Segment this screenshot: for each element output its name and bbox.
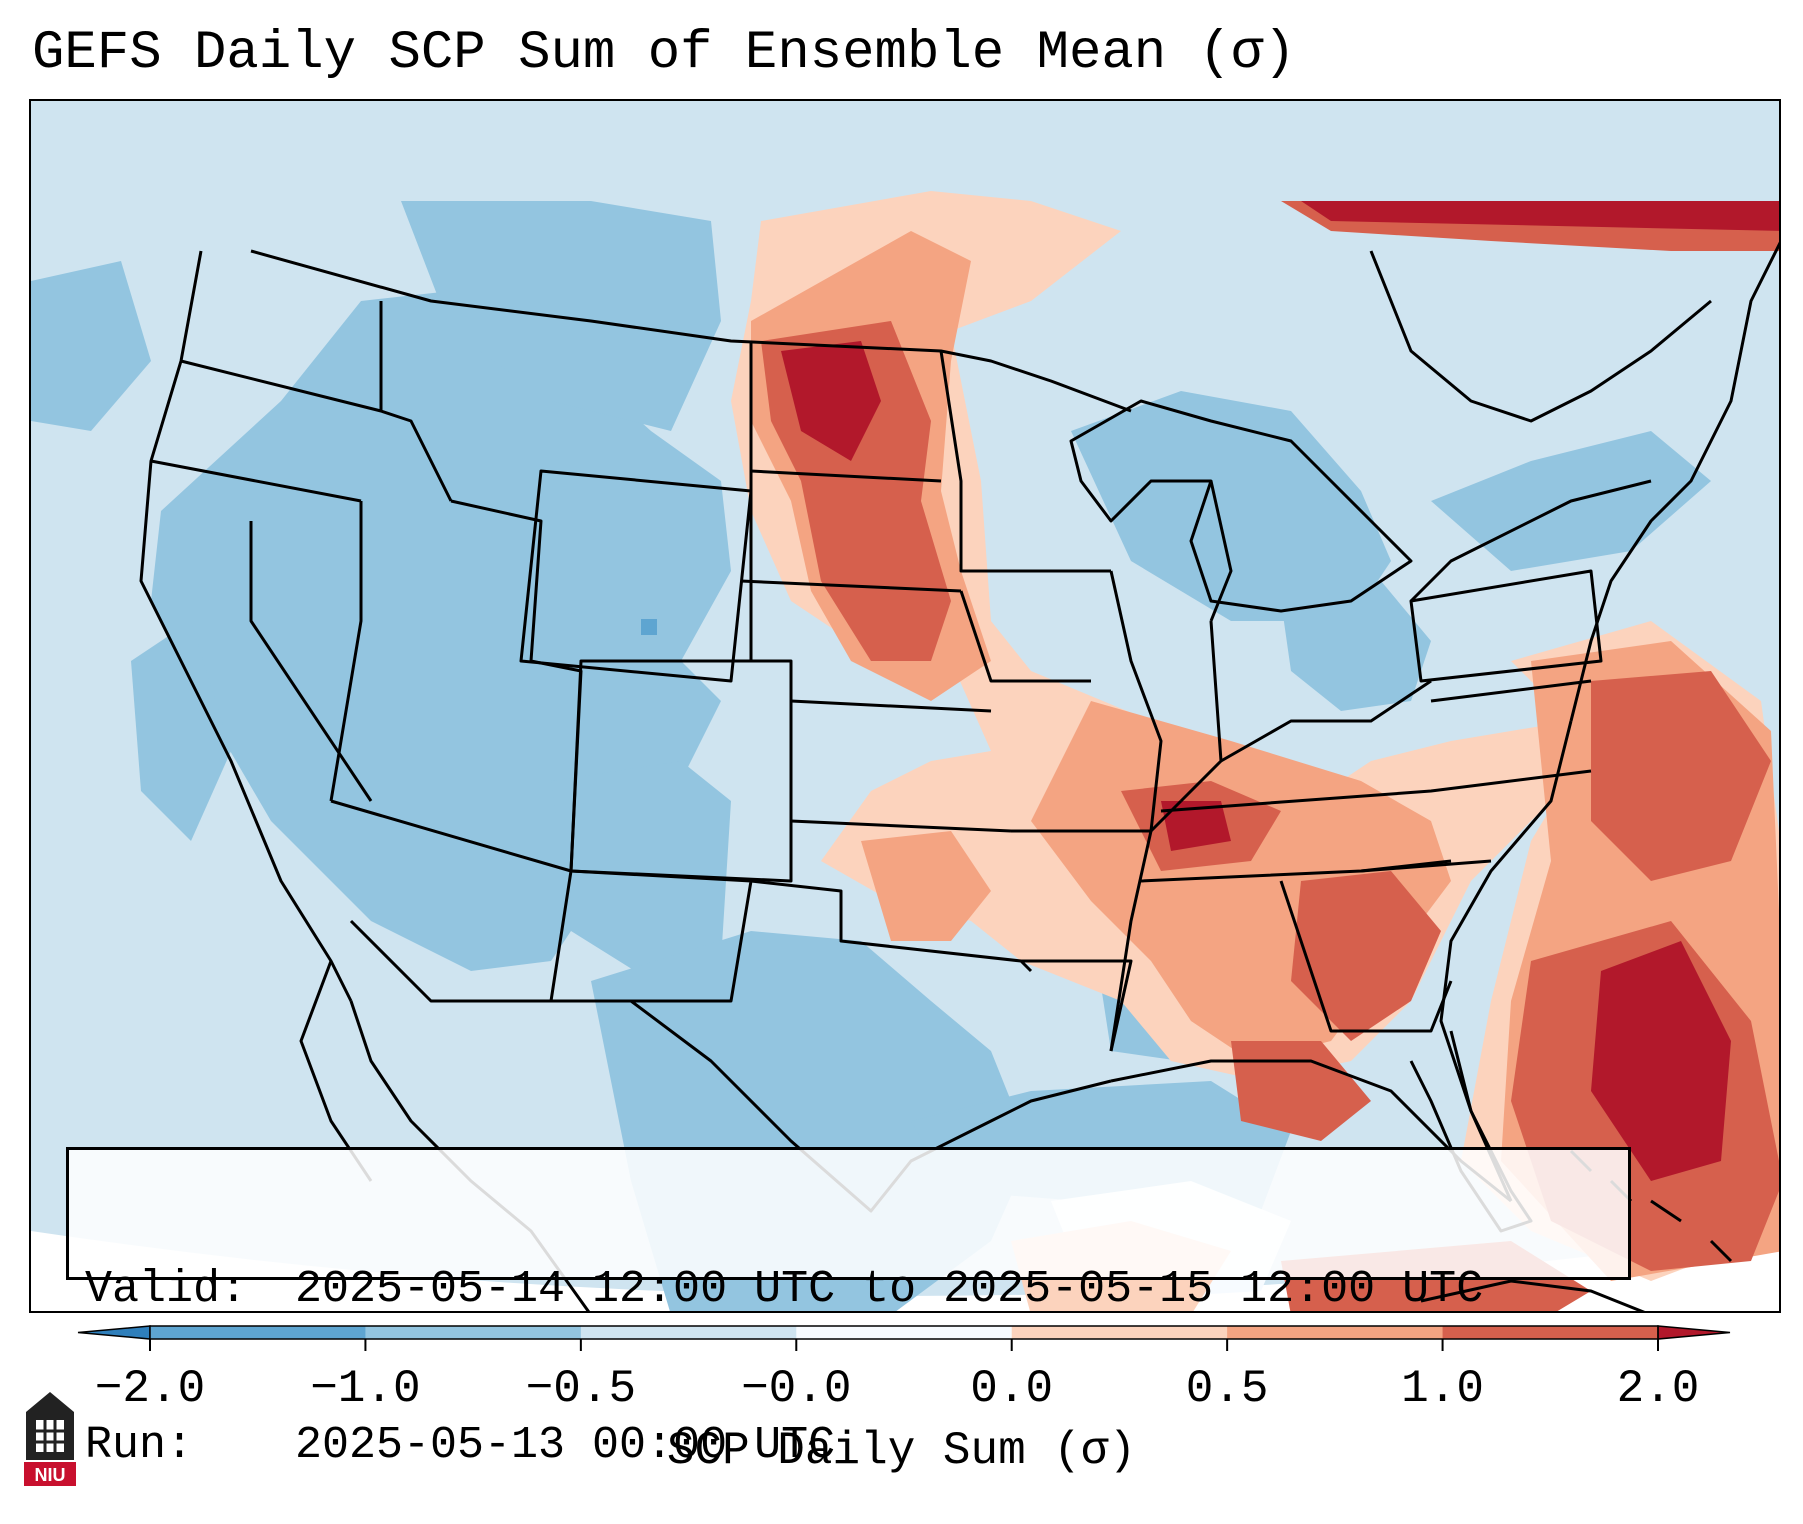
northeast-coast (1569, 241, 1779, 722)
idaho-montana (379, 301, 453, 502)
tennessee-north (1160, 769, 1592, 813)
colorbar-segment (1011, 1326, 1228, 1339)
run-label: Run: (85, 1420, 194, 1471)
new-mexico-box (551, 869, 753, 1003)
pennsylvania-box (1409, 569, 1603, 683)
utah-west (450, 499, 583, 872)
colorbar-extend-low (77, 1325, 151, 1340)
colorbar-tick-label: −0.0 (741, 1363, 851, 1415)
tennessee-max (1161, 801, 1231, 851)
mississippi-river (1109, 570, 1163, 1052)
oregon-south (150, 459, 362, 503)
colorbar-tick-label: 2.0 (1617, 1363, 1700, 1415)
oklahoma-medium (861, 831, 991, 941)
colorbar-tick-label: −1.0 (310, 1363, 420, 1415)
washington-oregon (180, 359, 382, 413)
ocean-west-blue (31, 261, 151, 431)
colorbar-extend-high (1657, 1325, 1731, 1340)
north-dakota-max (781, 341, 881, 461)
map-panel (29, 99, 1781, 1313)
alabama-georgia (1279, 880, 1453, 1033)
nevada-east (329, 501, 363, 802)
arkansas-louisiana (1021, 959, 1133, 1052)
valid-label: Valid: (85, 1264, 248, 1315)
southwest-blue (551, 761, 731, 981)
great-lakes-blue (1071, 391, 1391, 621)
island-4 (1709, 1239, 1733, 1263)
new-york-north (1409, 479, 1652, 603)
logo-text: NIU (35, 1465, 66, 1485)
colorado-speck (641, 619, 657, 635)
south-dakota-nebraska (740, 579, 962, 593)
oklahoma-texas (750, 879, 1033, 973)
ohio-river (1220, 679, 1432, 763)
colorbar-segment (150, 1326, 366, 1339)
colorbar-outline (149, 1325, 1659, 1340)
carolinas-line (1360, 859, 1492, 873)
colorbar-segment (365, 1326, 582, 1339)
valid-run-info-box: Valid: 2025-05-14 12:00 UTC to 2025-05-15… (66, 1147, 1631, 1471)
great-lakes-outline (1069, 399, 1413, 613)
logo-window-grid (36, 1420, 64, 1452)
gulf-coast-red (1231, 1041, 1371, 1141)
atlantic-max (1591, 941, 1731, 1181)
run-line: Run: 2025-05-13 00:00 UTC (85, 1420, 1614, 1472)
colorbar-segment (1227, 1326, 1444, 1339)
niu-building-logo: NIU (24, 1392, 76, 1486)
colorbar-tick-label: 1.0 (1401, 1363, 1484, 1415)
georgia-red (1291, 871, 1441, 1041)
lake-michigan (1209, 480, 1233, 622)
colorbar: −2.0 −1.0 −0.5 −0.0 0.0 0.5 1.0 2.0 (77, 1325, 1731, 1415)
ohio-blue (1281, 581, 1431, 711)
island-3 (1650, 1199, 1682, 1223)
cuba (1420, 1279, 1646, 1311)
colorbar-tick-label: −2.0 (95, 1363, 205, 1415)
colorbar-tick-label: −0.5 (526, 1363, 636, 1415)
iowa-missouri (959, 590, 1091, 683)
colorbar-segment (796, 1326, 1013, 1339)
north-south-dakota (750, 469, 942, 483)
quebec-line (1369, 250, 1712, 423)
scp-map (31, 101, 1779, 1311)
valid-value: 2025-05-14 12:00 UTC to 2025-05-15 12:00… (295, 1264, 1484, 1315)
colorbar-label: SCP Daily Sum (σ) (666, 1425, 1137, 1477)
kansas-oklahoma (790, 819, 1012, 833)
field-positive-max (781, 201, 1779, 1181)
minnesota-east (939, 350, 1111, 573)
run-value: 2025-05-13 00:00 UTC (295, 1420, 836, 1471)
west-coast-blue (131, 621, 231, 841)
wyoming-box (519, 469, 753, 683)
california-nevada (249, 521, 373, 802)
chart-title: GEFS Daily SCP Sum of Ensemble Mean (σ) (32, 23, 1296, 84)
logo-roof (26, 1392, 74, 1412)
virginia-line (1430, 679, 1592, 703)
west-coast (139, 250, 353, 1002)
colorbar-tick-label: 0.5 (1186, 1363, 1269, 1415)
colorbar-segment (1442, 1326, 1659, 1339)
nebraska-kansas (790, 699, 992, 713)
colorbar-segment (580, 1326, 797, 1339)
colorbar-tick-label: 0.0 (970, 1363, 1053, 1415)
canada-border (250, 249, 1132, 413)
logo-banner (24, 1462, 76, 1486)
atlantic-red (1591, 671, 1771, 881)
valid-line: Valid: 2025-05-14 12:00 UTC to 2025-05-15… (85, 1264, 1614, 1316)
canada-max (1301, 201, 1779, 231)
